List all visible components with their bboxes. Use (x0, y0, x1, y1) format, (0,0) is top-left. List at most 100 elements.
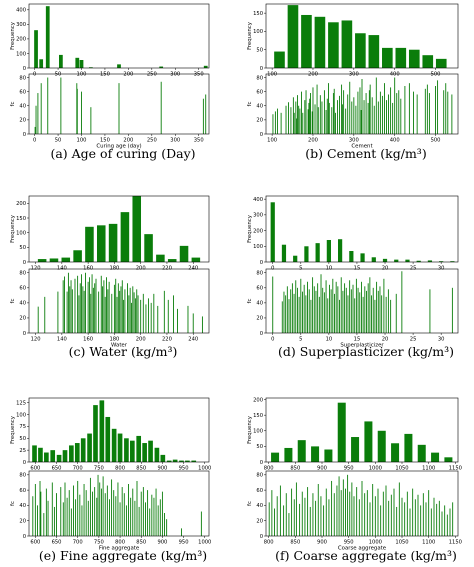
x-tick-label: 25 (410, 337, 417, 343)
subfigure-caption: (d) Superplasticizer (kg/m³) (278, 344, 454, 359)
histogram-bar (301, 14, 312, 69)
x-tick-label: 160 (83, 266, 93, 272)
y-axis-label: fc (247, 299, 253, 304)
histogram-bar (328, 22, 339, 69)
y-axis-label: fc (10, 299, 16, 304)
y-tick-label: 40 (19, 503, 26, 509)
histogram-bar (56, 454, 62, 462)
y-axis-label: fc (247, 102, 253, 107)
x-tick-label: 400 (390, 72, 400, 78)
hist-frame (265, 195, 459, 263)
x-tick-label: 15 (354, 337, 361, 343)
histogram-bar (271, 452, 280, 462)
histogram-bar (154, 447, 160, 462)
y-tick-label: 60 (256, 286, 263, 292)
histogram-bar (159, 66, 164, 68)
histogram-bar (368, 35, 380, 68)
x-tick-label: 1100 (422, 466, 435, 472)
y-tick-label: 20 (19, 118, 26, 124)
y-tick-label: 200 (16, 201, 26, 207)
x-tick-label: 0 (33, 72, 36, 78)
x-tick-label: 700 (73, 540, 83, 546)
histogram-bar (167, 259, 177, 262)
histogram-bar (203, 65, 208, 68)
hist-frame (28, 195, 210, 263)
y-tick-label: 150 (16, 216, 26, 222)
x-tick-label: 5 (299, 266, 302, 272)
histogram-bar (166, 460, 172, 462)
x-tick-label: 140 (57, 266, 67, 272)
histogram-bar (395, 47, 407, 68)
chart-panel: 600 650 700 750 800 850 900 950 1000025507510012… (10, 397, 211, 563)
x-tick-label: 200 (123, 138, 133, 144)
y-tick-label: 100 (253, 29, 263, 35)
y-axis-label: Frequency (10, 415, 16, 444)
x-tick-label: 140 (57, 337, 67, 343)
x-tick-label: 1150 (449, 466, 462, 472)
subfigure-caption: (e) Fine aggregate (kg/m³) (39, 548, 207, 563)
scatter-frame (28, 470, 210, 537)
y-axis-label: fc (10, 102, 16, 107)
histogram-bar (49, 258, 59, 262)
chart-panel: 800 850 900 950 1000 1050 1100 1150050100150200… (247, 397, 462, 563)
subfigure-caption: (a) Age of curing (Day) (50, 146, 195, 161)
y-tick-label: 20 (19, 519, 26, 525)
x-tick-label: 220 (162, 266, 172, 272)
histogram-bar (179, 460, 184, 462)
histogram-bar (105, 416, 111, 462)
y-tick-label: 80 (256, 75, 263, 81)
scatter-axes: 800 850 900 950 1000 1050 1100 1150 0 20 40 60 80 fc C… (247, 470, 462, 552)
x-tick-label: 950 (179, 540, 189, 546)
x-tick-label: 0 (33, 138, 36, 144)
x-tick-label: 100 (267, 138, 277, 144)
histogram-bar (408, 49, 420, 68)
x-tick-label: 120 (31, 337, 41, 343)
y-tick-label: 100 (253, 429, 263, 435)
x-tick-label: 5 (299, 337, 302, 343)
x-tick-label: 1000 (198, 466, 211, 472)
x-tick-label: 850 (136, 466, 146, 472)
y-tick-label: 100 (16, 230, 26, 236)
y-tick-label: 100 (253, 244, 263, 250)
x-tick-label: 300 (349, 72, 359, 78)
histogram-bar (79, 60, 84, 68)
histogram-bar (69, 445, 74, 462)
x-tick-label: 700 (73, 466, 83, 472)
histogram-bar (148, 440, 153, 462)
histogram-bar (37, 259, 47, 262)
histogram-bar (281, 244, 287, 262)
histogram-bar (32, 445, 37, 462)
x-tick-label: 30 (438, 337, 445, 343)
y-tick-label: 400 (16, 8, 26, 14)
x-tick-label: 100 (77, 72, 87, 78)
hist-frame (28, 3, 210, 69)
chart-panel: 0 50 100 150 200 250 300 3500100200300400Freque… (10, 3, 210, 161)
histogram-bar (45, 6, 50, 69)
x-tick-label: 300 (349, 138, 359, 144)
x-tick-label: 0 (271, 337, 274, 343)
histogram-bar (136, 435, 142, 462)
histogram-bar (382, 258, 388, 262)
x-tick-label: 400 (390, 138, 400, 144)
histogram-bar (117, 64, 121, 68)
y-tick-label: 75 (19, 424, 26, 430)
histogram-bar (341, 20, 353, 68)
y-tick-label: 400 (253, 197, 263, 203)
x-tick-label: 800 (264, 540, 274, 546)
y-tick-label: 300 (16, 22, 26, 28)
y-tick-label: 0 (23, 331, 26, 337)
histogram-bar (34, 30, 38, 69)
x-tick-label: 900 (157, 466, 167, 472)
histogram-bar (270, 202, 275, 262)
histogram-bar (338, 239, 343, 262)
x-tick-label: 250 (147, 138, 157, 144)
y-tick-label: 150 (253, 11, 263, 17)
x-tick-label: 500 (431, 72, 441, 78)
x-tick-label: 0 (271, 266, 274, 272)
x-tick-label: 850 (136, 540, 146, 546)
y-tick-label: 150 (253, 413, 263, 419)
histogram-bar (179, 245, 189, 262)
y-tick-label: 80 (19, 75, 26, 81)
histogram-bar (427, 260, 433, 262)
y-tick-label: 80 (19, 473, 26, 479)
